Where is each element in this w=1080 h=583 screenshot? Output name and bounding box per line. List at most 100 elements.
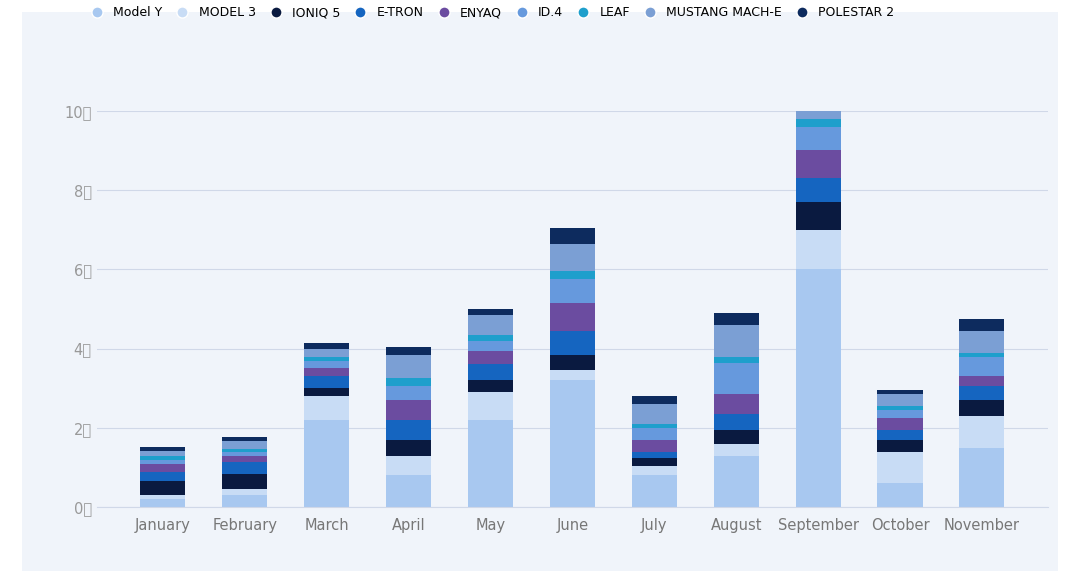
Bar	[796, 119, 840, 127]
Bar	[468, 340, 513, 350]
Bar	[632, 458, 677, 466]
Bar	[305, 368, 349, 377]
Bar	[222, 462, 268, 473]
Bar	[877, 418, 922, 430]
Bar	[877, 452, 922, 483]
Bar	[877, 440, 922, 452]
Bar	[714, 325, 759, 357]
Bar	[959, 319, 1004, 331]
Bar	[550, 354, 595, 370]
Bar	[222, 437, 268, 441]
Bar	[796, 178, 840, 202]
Bar	[305, 349, 349, 357]
Bar	[796, 150, 840, 178]
Bar	[877, 430, 922, 440]
Bar	[714, 357, 759, 363]
Bar	[468, 380, 513, 392]
Bar	[222, 448, 268, 452]
Legend: Model Y, MODEL 3, IONIQ 5, E-TRON, ENYAQ, ID.4, LEAF, MUSTANG MACH-E, POLESTAR 2: Model Y, MODEL 3, IONIQ 5, E-TRON, ENYAQ…	[84, 6, 894, 19]
Bar	[632, 404, 677, 424]
Bar	[632, 396, 677, 404]
Bar	[386, 354, 431, 378]
Bar	[140, 499, 186, 507]
Bar	[305, 396, 349, 420]
Bar	[796, 202, 840, 230]
Bar	[550, 380, 595, 507]
Bar	[222, 441, 268, 448]
Bar	[632, 466, 677, 476]
Bar	[796, 127, 840, 150]
Bar	[305, 357, 349, 360]
Bar	[877, 390, 922, 394]
Bar	[140, 451, 186, 456]
Bar	[468, 392, 513, 420]
Bar	[714, 456, 759, 507]
Bar	[796, 269, 840, 507]
Bar	[222, 452, 268, 456]
Bar	[959, 387, 1004, 400]
Bar	[877, 394, 922, 406]
Bar	[796, 230, 840, 269]
Bar	[877, 406, 922, 410]
Bar	[714, 313, 759, 325]
Bar	[714, 394, 759, 414]
Bar	[386, 347, 431, 354]
Bar	[140, 459, 186, 463]
Bar	[140, 496, 186, 499]
Bar	[305, 360, 349, 368]
Bar	[386, 387, 431, 400]
Bar	[550, 370, 595, 380]
Bar	[305, 420, 349, 507]
Bar	[140, 456, 186, 459]
Bar	[386, 476, 431, 507]
Bar	[305, 343, 349, 349]
Bar	[714, 430, 759, 444]
Bar	[468, 350, 513, 364]
Bar	[550, 279, 595, 303]
Bar	[959, 400, 1004, 416]
Bar	[305, 388, 349, 396]
Bar	[796, 71, 840, 87]
Bar	[632, 452, 677, 458]
Bar	[140, 482, 186, 496]
Bar	[468, 335, 513, 340]
Bar	[468, 309, 513, 315]
Bar	[386, 456, 431, 476]
Bar	[796, 87, 840, 119]
Bar	[550, 303, 595, 331]
Bar	[632, 440, 677, 452]
Bar	[386, 440, 431, 456]
Bar	[550, 271, 595, 279]
Bar	[959, 448, 1004, 507]
Bar	[468, 315, 513, 335]
Bar	[632, 428, 677, 440]
Bar	[222, 456, 268, 462]
Bar	[877, 483, 922, 507]
Bar	[959, 331, 1004, 353]
Bar	[632, 476, 677, 507]
Bar	[468, 364, 513, 380]
Bar	[222, 473, 268, 489]
Bar	[714, 444, 759, 456]
Bar	[386, 400, 431, 420]
Bar	[468, 420, 513, 507]
Bar	[386, 378, 431, 387]
Bar	[632, 424, 677, 428]
Bar	[386, 420, 431, 440]
Bar	[550, 244, 595, 271]
Bar	[714, 363, 759, 394]
Bar	[222, 496, 268, 507]
Bar	[140, 447, 186, 451]
Bar	[140, 472, 186, 482]
Bar	[959, 353, 1004, 357]
Bar	[959, 357, 1004, 377]
Bar	[877, 410, 922, 418]
Bar	[959, 416, 1004, 448]
Bar	[714, 414, 759, 430]
Bar	[959, 377, 1004, 387]
Bar	[550, 228, 595, 244]
Bar	[305, 377, 349, 388]
Bar	[140, 463, 186, 472]
Bar	[550, 331, 595, 354]
Bar	[222, 489, 268, 496]
